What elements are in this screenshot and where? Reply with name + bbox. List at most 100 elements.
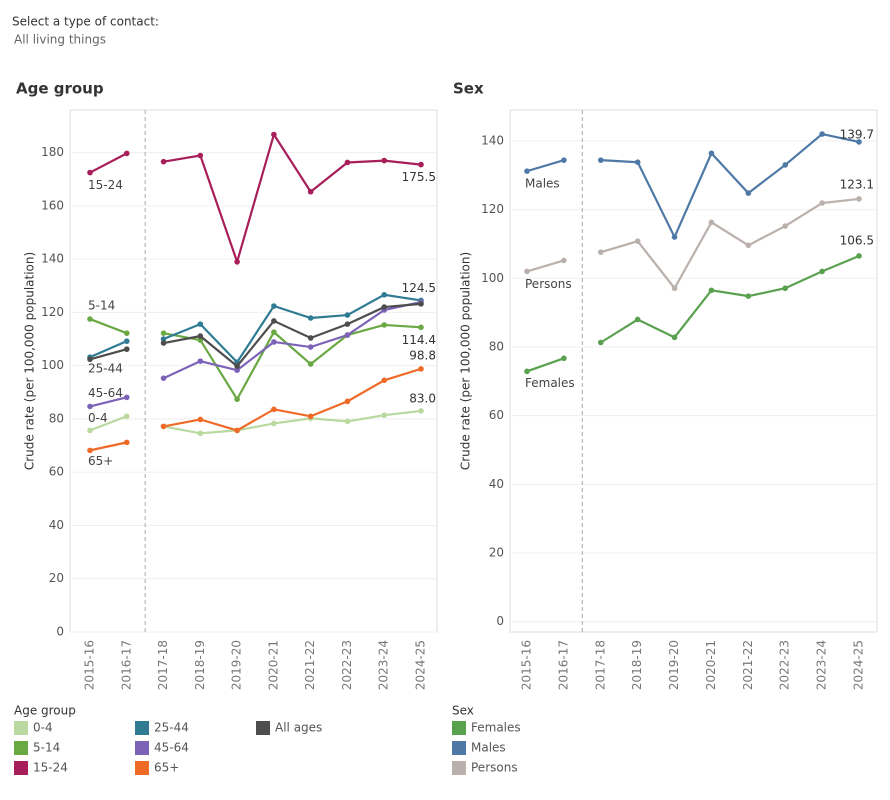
data-point[interactable] xyxy=(197,337,204,343)
data-point[interactable] xyxy=(381,322,388,328)
data-point[interactable] xyxy=(160,330,167,336)
legend-swatch[interactable] xyxy=(14,761,28,775)
legend-label[interactable]: Persons xyxy=(471,761,518,775)
data-point[interactable] xyxy=(234,396,240,403)
legend-swatch[interactable] xyxy=(14,741,28,755)
data-point[interactable] xyxy=(782,162,789,168)
data-point[interactable] xyxy=(271,303,277,309)
data-point[interactable] xyxy=(271,329,277,335)
data-point[interactable] xyxy=(344,332,351,338)
data-point[interactable] xyxy=(856,253,862,259)
data-point[interactable] xyxy=(234,259,240,265)
data-point[interactable] xyxy=(634,159,641,165)
data-point[interactable] xyxy=(87,427,93,434)
data-point[interactable] xyxy=(160,423,167,430)
data-point[interactable] xyxy=(671,285,678,292)
data-point[interactable] xyxy=(381,412,388,419)
legend-swatch[interactable] xyxy=(452,721,466,735)
data-point[interactable] xyxy=(234,427,240,434)
data-point[interactable] xyxy=(197,321,204,327)
data-point[interactable] xyxy=(381,304,388,310)
legend-swatch[interactable] xyxy=(135,721,149,735)
data-point[interactable] xyxy=(745,190,752,196)
data-point[interactable] xyxy=(597,339,604,346)
legend-label[interactable]: 0-4 xyxy=(33,721,53,735)
data-point[interactable] xyxy=(87,403,93,410)
legend-label[interactable]: 65+ xyxy=(154,761,179,775)
data-point[interactable] xyxy=(708,150,715,157)
data-point[interactable] xyxy=(123,439,130,446)
data-point[interactable] xyxy=(561,355,567,362)
legend-swatch[interactable] xyxy=(135,741,149,755)
data-point[interactable] xyxy=(597,249,604,255)
data-point[interactable] xyxy=(87,356,93,363)
legend-label[interactable]: 25-44 xyxy=(154,721,189,735)
data-point[interactable] xyxy=(307,335,314,341)
data-point[interactable] xyxy=(856,196,862,202)
legend-swatch[interactable] xyxy=(452,741,466,755)
data-point[interactable] xyxy=(307,344,314,350)
data-point[interactable] xyxy=(819,200,825,206)
data-point[interactable] xyxy=(344,321,351,327)
data-point[interactable] xyxy=(234,367,240,374)
data-point[interactable] xyxy=(197,416,204,423)
data-point[interactable] xyxy=(745,293,752,299)
data-point[interactable] xyxy=(524,368,530,375)
data-point[interactable] xyxy=(87,447,93,454)
data-point[interactable] xyxy=(123,330,130,336)
data-point[interactable] xyxy=(745,242,752,249)
data-point[interactable] xyxy=(381,292,388,298)
data-point[interactable] xyxy=(418,408,424,414)
filter-value[interactable]: All living things xyxy=(14,33,106,47)
data-point[interactable] xyxy=(160,375,167,381)
data-point[interactable] xyxy=(87,316,93,322)
data-point[interactable] xyxy=(271,339,277,345)
data-point[interactable] xyxy=(708,287,715,294)
legend-swatch[interactable] xyxy=(452,761,466,775)
legend-swatch[interactable] xyxy=(135,761,149,775)
data-point[interactable] xyxy=(597,157,604,163)
data-point[interactable] xyxy=(708,219,715,226)
data-point[interactable] xyxy=(123,338,130,344)
data-point[interactable] xyxy=(344,398,351,405)
data-point[interactable] xyxy=(307,413,314,420)
data-point[interactable] xyxy=(271,318,277,324)
data-point[interactable] xyxy=(381,157,388,164)
legend-label[interactable]: 5-14 xyxy=(33,741,60,755)
legend-label[interactable]: Females xyxy=(471,721,521,735)
data-point[interactable] xyxy=(307,315,314,321)
data-point[interactable] xyxy=(524,268,530,275)
data-point[interactable] xyxy=(123,394,130,401)
data-point[interactable] xyxy=(782,285,789,292)
data-point[interactable] xyxy=(671,234,678,240)
data-point[interactable] xyxy=(344,312,351,318)
data-point[interactable] xyxy=(123,150,130,157)
data-point[interactable] xyxy=(197,358,204,364)
data-point[interactable] xyxy=(160,336,167,342)
legend-label[interactable]: All ages xyxy=(275,721,322,735)
data-point[interactable] xyxy=(561,257,567,264)
data-point[interactable] xyxy=(418,301,424,307)
data-point[interactable] xyxy=(418,366,424,372)
data-point[interactable] xyxy=(634,238,641,244)
data-point[interactable] xyxy=(307,361,314,367)
legend-label[interactable]: Males xyxy=(471,741,506,755)
data-point[interactable] xyxy=(344,159,351,166)
data-point[interactable] xyxy=(561,157,567,163)
data-point[interactable] xyxy=(856,139,862,145)
data-point[interactable] xyxy=(271,406,277,413)
data-point[interactable] xyxy=(160,158,167,165)
data-point[interactable] xyxy=(87,169,93,176)
data-point[interactable] xyxy=(418,324,424,331)
data-point[interactable] xyxy=(782,223,789,229)
data-point[interactable] xyxy=(271,131,277,138)
legend-label[interactable]: 45-64 xyxy=(154,741,189,755)
data-point[interactable] xyxy=(307,188,314,195)
data-point[interactable] xyxy=(197,430,204,437)
legend-label[interactable]: 15-24 xyxy=(33,761,68,775)
data-point[interactable] xyxy=(234,363,240,370)
data-point[interactable] xyxy=(123,413,130,420)
data-point[interactable] xyxy=(344,418,351,425)
data-point[interactable] xyxy=(819,131,825,137)
data-point[interactable] xyxy=(123,346,130,352)
